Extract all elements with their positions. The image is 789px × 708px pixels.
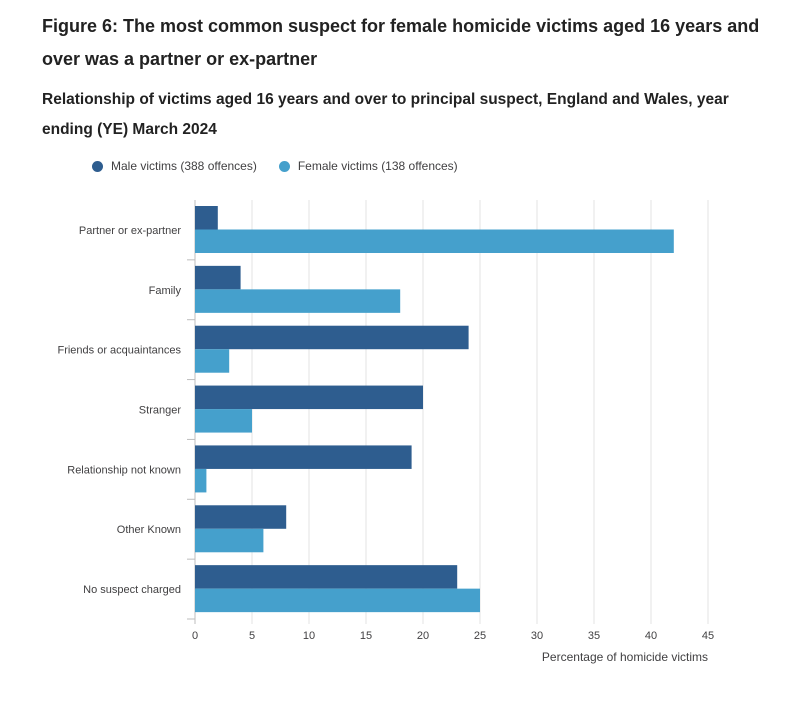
legend-item-male: Male victims (388 offences) bbox=[92, 159, 257, 173]
bar-male bbox=[195, 265, 241, 290]
x-axis-label: Percentage of homicide victims bbox=[542, 650, 708, 664]
bar-male bbox=[195, 505, 287, 529]
x-tick-label: 0 bbox=[192, 630, 198, 642]
x-tick-label: 20 bbox=[417, 630, 429, 642]
x-tick-label: 15 bbox=[360, 630, 372, 642]
bar-male bbox=[195, 325, 469, 350]
category-label: Other Known bbox=[117, 524, 181, 536]
category-label: No suspect charged bbox=[83, 584, 181, 596]
bar-female bbox=[195, 349, 230, 373]
legend-swatch-male bbox=[92, 160, 103, 172]
category-label: Friends or acquaintances bbox=[57, 345, 181, 357]
x-tick-label: 25 bbox=[474, 630, 486, 642]
bar-female bbox=[195, 229, 674, 253]
legend: Male victims (388 offences) Female victi… bbox=[92, 159, 480, 173]
bar-female bbox=[195, 409, 252, 433]
legend-item-female: Female victims (138 offences) bbox=[278, 159, 458, 173]
legend-label-female: Female victims (138 offences) bbox=[297, 159, 458, 173]
bar-female bbox=[195, 289, 401, 313]
bar-female bbox=[195, 588, 480, 613]
bar-male bbox=[195, 565, 458, 589]
category-label: Stranger bbox=[139, 405, 182, 417]
x-tick-label: 40 bbox=[645, 630, 657, 642]
category-label: Family bbox=[149, 285, 182, 297]
legend-label-male: Male victims (388 offences) bbox=[111, 159, 257, 173]
bar-female bbox=[195, 468, 207, 493]
chart-subtitle: Relationship of victims aged 16 years an… bbox=[42, 91, 729, 138]
x-tick-label: 30 bbox=[531, 630, 543, 642]
x-tick-label: 5 bbox=[249, 630, 255, 642]
bar-female bbox=[195, 528, 264, 553]
x-tick-label: 35 bbox=[588, 630, 600, 642]
legend-swatch-female bbox=[278, 160, 290, 172]
x-tick-label: 10 bbox=[303, 630, 315, 642]
category-label: Relationship not known bbox=[67, 464, 181, 476]
x-tick-label: 45 bbox=[702, 630, 714, 642]
bar-male bbox=[195, 206, 218, 230]
chart-title: Figure 6: The most common suspect for fe… bbox=[42, 16, 760, 69]
category-label: Partner or ex-partner bbox=[79, 225, 181, 237]
bar-male bbox=[195, 445, 412, 469]
bar-male bbox=[195, 385, 423, 410]
